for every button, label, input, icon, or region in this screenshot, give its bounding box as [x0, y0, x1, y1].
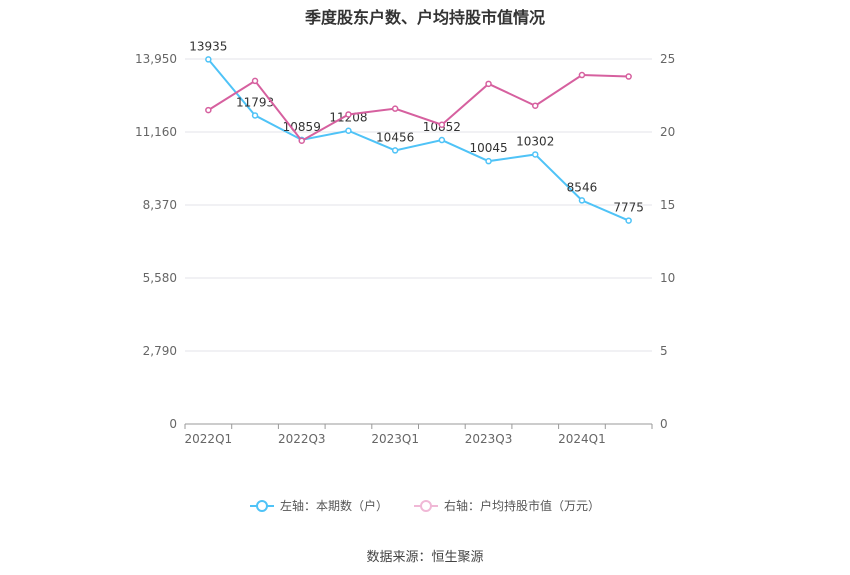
left-axis-tick-label: 0	[169, 417, 177, 431]
series-line-right	[207, 74, 629, 143]
data-label: 10302	[516, 134, 554, 148]
right-axis-tick-label: 10	[660, 271, 675, 285]
left-axis-tick-label: 11,160	[135, 125, 177, 139]
data-point-left	[438, 136, 446, 144]
right-axis-tick-label: 5	[660, 344, 668, 358]
data-label: 13935	[189, 39, 227, 53]
data-point-right	[438, 121, 446, 128]
chart-legend: 左轴：本期数（户） 右轴：户均持股市值（万元）	[0, 497, 850, 514]
data-point-left	[205, 56, 212, 63]
data-label: 8546	[567, 180, 598, 194]
data-point-right	[298, 137, 305, 145]
legend-item-left-series[interactable]: 左轴：本期数（户）	[249, 497, 388, 514]
line-chart: 0 2,790 5,580 8,370 11,160 13,950 0 5 10 15 20 25 20…	[135, 39, 675, 446]
data-point-right	[532, 102, 539, 109]
series-line-left	[207, 58, 630, 222]
data-label: 10859	[283, 120, 321, 134]
x-axis-tick-label: 2023Q1	[371, 432, 419, 446]
data-point-left	[532, 151, 539, 158]
data-label: 7775	[613, 201, 644, 215]
right-axis-tick-label: 15	[660, 198, 675, 212]
x-axis-tick-label: 2022Q1	[185, 432, 233, 446]
legend-marker-left	[249, 499, 274, 512]
data-point-right	[625, 73, 632, 80]
legend-label-left: 左轴：本期数（户）	[279, 499, 388, 513]
right-axis-tick-label: 20	[660, 125, 675, 139]
left-axis-tick-label: 13,950	[135, 52, 177, 66]
data-label: 11793	[236, 95, 274, 109]
right-axis-tick-label: 0	[660, 417, 668, 431]
x-axis-tick-label: 2022Q3	[278, 432, 326, 446]
data-point-right	[485, 80, 492, 88]
data-point-left	[485, 157, 492, 165]
left-axis-tick-label: 8,370	[143, 198, 177, 212]
data-point-right	[578, 71, 586, 79]
legend-item-right-series[interactable]: 右轴：户均持股市值（万元）	[414, 497, 600, 514]
data-point-right	[391, 105, 399, 112]
data-source: 数据来源：恒生聚源	[366, 550, 484, 565]
data-point-right	[345, 111, 352, 118]
data-point-right	[205, 106, 212, 114]
data-point-left	[251, 112, 259, 119]
x-axis-tick-label: 2024Q1	[558, 432, 606, 446]
legend-label-right: 右轴：户均持股市值（万元）	[444, 499, 601, 513]
data-label: 10456	[376, 130, 414, 144]
data-label: 10045	[469, 141, 507, 155]
chart-title: 季度股东户数、户均持股市值情况	[304, 8, 545, 27]
data-point-left	[345, 127, 352, 134]
x-axis-tick-label: 2023Q3	[465, 432, 513, 446]
legend-marker-right	[414, 499, 438, 512]
data-point-right	[251, 77, 259, 85]
right-axis-tick-label: 25	[660, 52, 675, 66]
left-axis-tick-label: 2,790	[143, 344, 177, 358]
data-point-left	[391, 147, 399, 154]
data-point-left	[625, 217, 632, 224]
data-point-left	[578, 197, 586, 204]
left-axis-tick-label: 5,580	[143, 271, 177, 285]
